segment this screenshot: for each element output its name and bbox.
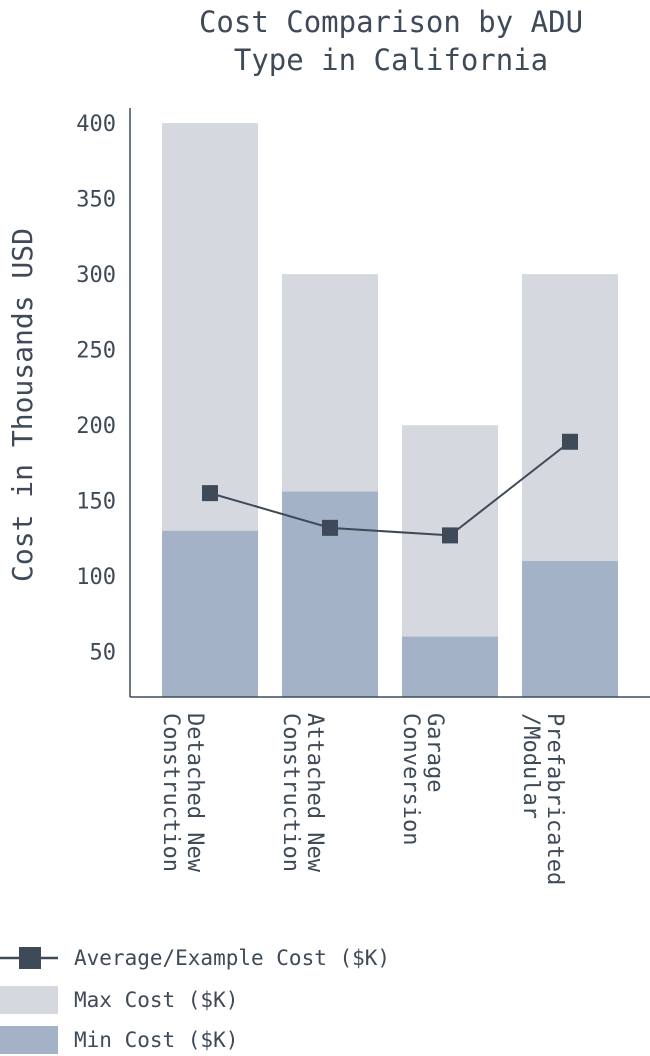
chart-title-line: Type in California xyxy=(234,43,548,77)
y-tick-label: 200 xyxy=(76,414,116,439)
chart-title-line: Cost Comparison by ADU xyxy=(199,5,583,39)
legend-label: Average/Example Cost ($K) xyxy=(74,946,390,970)
x-tick-label: Prefabricated/Modular xyxy=(518,713,567,885)
average-cost-line xyxy=(202,433,578,544)
x-tick-label-line: Prefabricated xyxy=(542,713,567,885)
legend: Average/Example Cost ($K) Max Cost ($K) Mi… xyxy=(0,946,390,1054)
x-tick-label-line: Attached New xyxy=(302,713,327,873)
average-cost-marker xyxy=(442,527,458,544)
x-tick-label-line: Construction xyxy=(158,713,183,872)
min-cost-bar xyxy=(162,530,258,697)
y-tick-label: 400 xyxy=(76,112,116,137)
average-cost-marker xyxy=(562,433,578,450)
y-ticks: 50 100 150 200 250 300 350 400 xyxy=(76,112,116,666)
y-axis-label-group: Cost in Thousands USD xyxy=(6,228,39,582)
legend-bar-swatch xyxy=(0,986,58,1014)
axes xyxy=(129,108,650,698)
y-tick-label: 250 xyxy=(76,339,116,364)
x-tick-label-line: Conversion xyxy=(398,713,423,845)
average-cost-marker xyxy=(202,485,218,502)
min-cost-bar xyxy=(402,636,498,697)
legend-label: Max Cost ($K) xyxy=(74,988,238,1012)
y-tick-label: 50 xyxy=(90,641,117,666)
x-tick-label-line: /Modular xyxy=(518,713,543,819)
legend-marker-swatch xyxy=(19,947,41,969)
y-axis-label: Cost in Thousands USD xyxy=(6,228,39,582)
min-cost-bars xyxy=(162,491,618,697)
legend-bar-swatch xyxy=(0,1026,58,1054)
legend-label: Min Cost ($K) xyxy=(74,1028,238,1052)
x-tick-label-line: Garage xyxy=(422,713,447,792)
y-tick-label: 150 xyxy=(76,490,116,515)
chart-title: Cost Comparison by ADU Type in California xyxy=(199,5,583,77)
average-cost-line-path xyxy=(209,440,571,537)
average-cost-marker xyxy=(322,519,338,536)
x-tick-label-line: Detached New xyxy=(182,713,207,873)
min-cost-bar xyxy=(522,561,618,697)
x-tick-label-line: Construction xyxy=(278,713,303,872)
y-tick-label: 350 xyxy=(76,188,116,213)
y-tick-label: 300 xyxy=(76,263,116,288)
y-tick-label: 100 xyxy=(76,565,116,590)
